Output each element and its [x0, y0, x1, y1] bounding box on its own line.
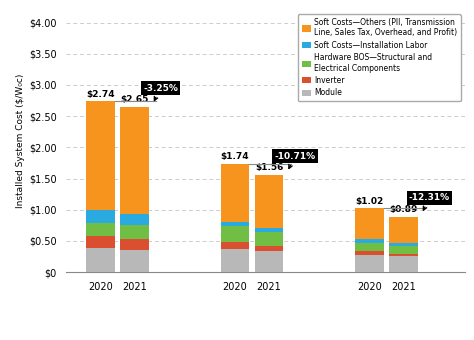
Bar	[220, 242, 249, 249]
Bar	[120, 214, 149, 225]
Bar	[355, 208, 384, 239]
Bar	[389, 256, 418, 272]
Bar	[120, 250, 149, 272]
Text: -3.25%: -3.25%	[143, 84, 178, 100]
Bar	[86, 223, 115, 237]
Bar	[120, 225, 149, 239]
Text: -10.71%: -10.71%	[274, 152, 316, 168]
Bar	[355, 252, 384, 255]
Bar	[120, 107, 149, 214]
Bar	[255, 228, 283, 232]
Text: $0.89: $0.89	[389, 205, 418, 214]
Bar	[120, 239, 149, 250]
Bar	[389, 243, 418, 246]
Bar	[220, 222, 249, 226]
Bar	[255, 175, 283, 228]
Bar	[389, 254, 418, 256]
Bar	[255, 232, 283, 246]
Bar	[355, 255, 384, 272]
Bar	[220, 249, 249, 272]
Bar	[220, 164, 249, 222]
Text: -12.31%: -12.31%	[409, 193, 450, 210]
Y-axis label: Installed System Cost ($/W₀ᴄ): Installed System Cost ($/W₀ᴄ)	[16, 74, 25, 208]
Legend: Soft Costs—Others (PII, Transmission
Line, Sales Tax, Overhead, and Profit), Sof: Soft Costs—Others (PII, Transmission Lin…	[298, 14, 461, 101]
Text: $1.74: $1.74	[220, 152, 249, 161]
Bar	[86, 237, 115, 248]
Text: $1.56: $1.56	[255, 163, 283, 172]
Bar	[86, 101, 115, 210]
Bar	[255, 246, 283, 252]
Bar	[355, 239, 384, 243]
Bar	[220, 226, 249, 242]
Bar	[86, 210, 115, 223]
Bar	[86, 248, 115, 272]
Bar	[355, 243, 384, 252]
Bar	[255, 252, 283, 272]
Bar	[389, 217, 418, 243]
Bar	[389, 246, 418, 254]
Text: $1.02: $1.02	[356, 197, 383, 206]
Text: $2.65: $2.65	[120, 95, 149, 104]
Text: $2.74: $2.74	[86, 90, 115, 99]
